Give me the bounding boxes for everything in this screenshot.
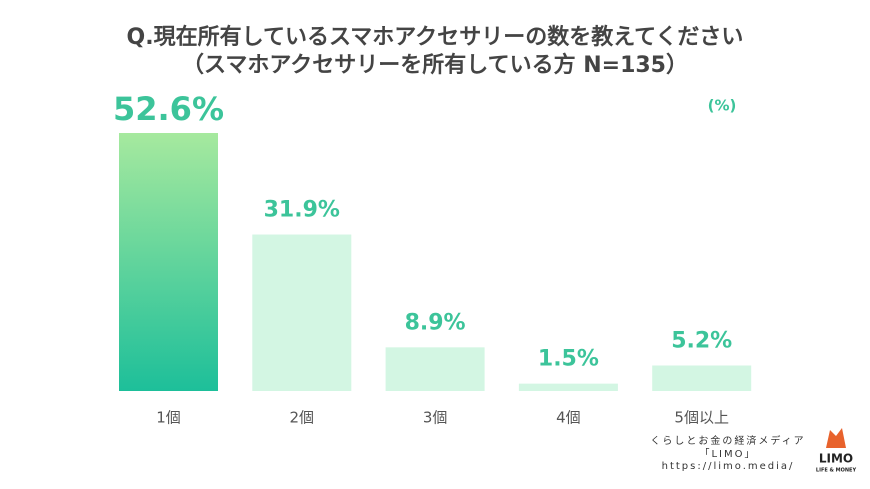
logo: LIMO bbox=[819, 452, 853, 466]
x-tick-label: 4個 bbox=[556, 409, 581, 427]
value-label: 52.6% bbox=[113, 90, 224, 128]
chart-subtitle: （スマホアクセサリーを所有している方 N=135） bbox=[182, 52, 688, 78]
logo-sub: LIFE & MONEY bbox=[816, 468, 857, 474]
value-label: 5.2% bbox=[671, 328, 732, 353]
value-label: 31.9% bbox=[264, 198, 340, 223]
x-tick-label: 3個 bbox=[423, 409, 448, 427]
unit-label: (%) bbox=[708, 97, 737, 115]
value-label: 1.5% bbox=[538, 347, 599, 372]
bar bbox=[385, 347, 485, 391]
logo-icon bbox=[826, 428, 846, 448]
footer-url: https://limo.media/ bbox=[662, 461, 795, 472]
x-tick-label: 1個 bbox=[156, 409, 181, 427]
footer-brand: 「LIMO」 bbox=[699, 448, 756, 460]
chart-title: Q.現在所有しているスマホアクセサリーの数を教えてください bbox=[127, 24, 744, 50]
bar bbox=[518, 383, 618, 391]
footer-tagline: くらしとお金の経済メディア bbox=[650, 434, 805, 447]
bar bbox=[119, 133, 218, 391]
value-label: 8.9% bbox=[405, 310, 466, 335]
x-tick-label: 2個 bbox=[290, 409, 315, 427]
bar bbox=[252, 234, 352, 391]
x-tick-label: 5個以上 bbox=[674, 409, 729, 427]
bar bbox=[652, 365, 752, 391]
